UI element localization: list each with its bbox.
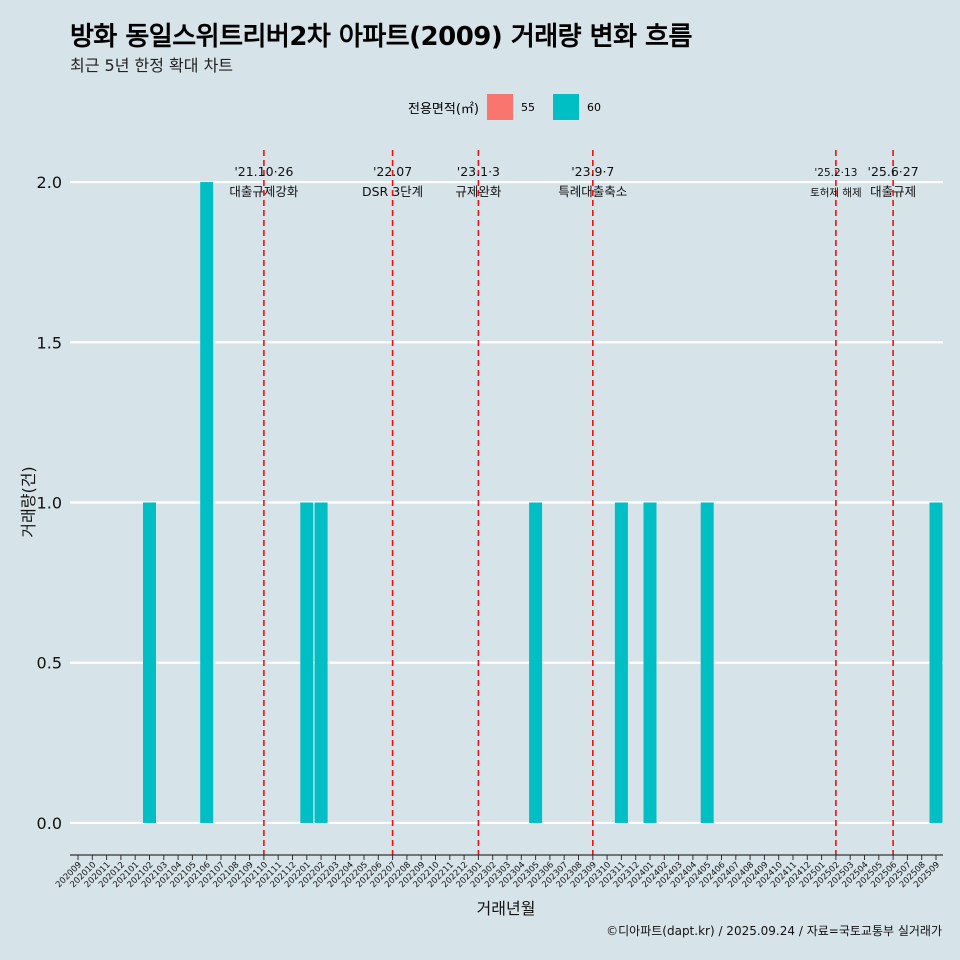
chart-subtitle: 최근 5년 한정 확대 차트 xyxy=(70,56,234,75)
legend-label-55: 55 xyxy=(520,100,535,114)
bar-60-202201 xyxy=(300,502,314,823)
legend-label-60: 60 xyxy=(586,100,601,114)
bar-60-202405 xyxy=(700,502,714,823)
event-date-label: '25.2·13 xyxy=(814,167,857,179)
event-name-label: 토허제 해제 xyxy=(810,186,862,199)
bar-60-202106 xyxy=(200,182,214,823)
event-date-label: '21.10·26 xyxy=(234,164,293,179)
chart-title: 방화 동일스위트리버2차 아파트(2009) 거래량 변화 흐름 xyxy=(70,22,692,52)
source-footer: ©디아파트(dapt.kr) / 2025.09.24 / 자료=국토교통부 실… xyxy=(606,924,942,938)
y-tick-label: 1.5 xyxy=(37,333,62,352)
legend-title: 전용면적(㎡) xyxy=(408,101,479,117)
legend: 전용면적(㎡) 55 60 xyxy=(408,92,619,122)
y-tick-label: 2.0 xyxy=(37,173,62,192)
event-date-label: '22.07 xyxy=(373,164,412,179)
bar-60-202202 xyxy=(314,502,328,823)
event-name-label: DSR 3단계 xyxy=(362,184,423,199)
y-tick-label: 0.5 xyxy=(37,654,62,673)
y-tick-label: 1.0 xyxy=(37,494,62,513)
bar-60-202509 xyxy=(929,502,943,823)
legend-swatch-55 xyxy=(486,94,513,120)
event-date-label: '23.1·3 xyxy=(457,164,500,179)
bar-60-202401 xyxy=(643,502,657,823)
bar-60-202311 xyxy=(614,502,628,823)
event-name-label: 규제완화 xyxy=(455,184,502,199)
bar-60-202102 xyxy=(143,502,156,823)
event-name-label: 대출규제 xyxy=(870,184,916,199)
event-date-label: '25.6·27 xyxy=(868,164,919,179)
event-name-label: 특례대출축소 xyxy=(558,184,627,199)
x-axis-title: 거래년월 xyxy=(477,899,536,918)
y-tick-label: 0.0 xyxy=(37,814,62,833)
event-date-label: '23.9·7 xyxy=(571,164,614,179)
bar-60-202305 xyxy=(529,502,543,823)
y-axis-title: 거래량(건) xyxy=(19,466,38,537)
event-name-label: 대출규제강화 xyxy=(229,184,299,199)
legend-swatch-60 xyxy=(552,94,579,120)
